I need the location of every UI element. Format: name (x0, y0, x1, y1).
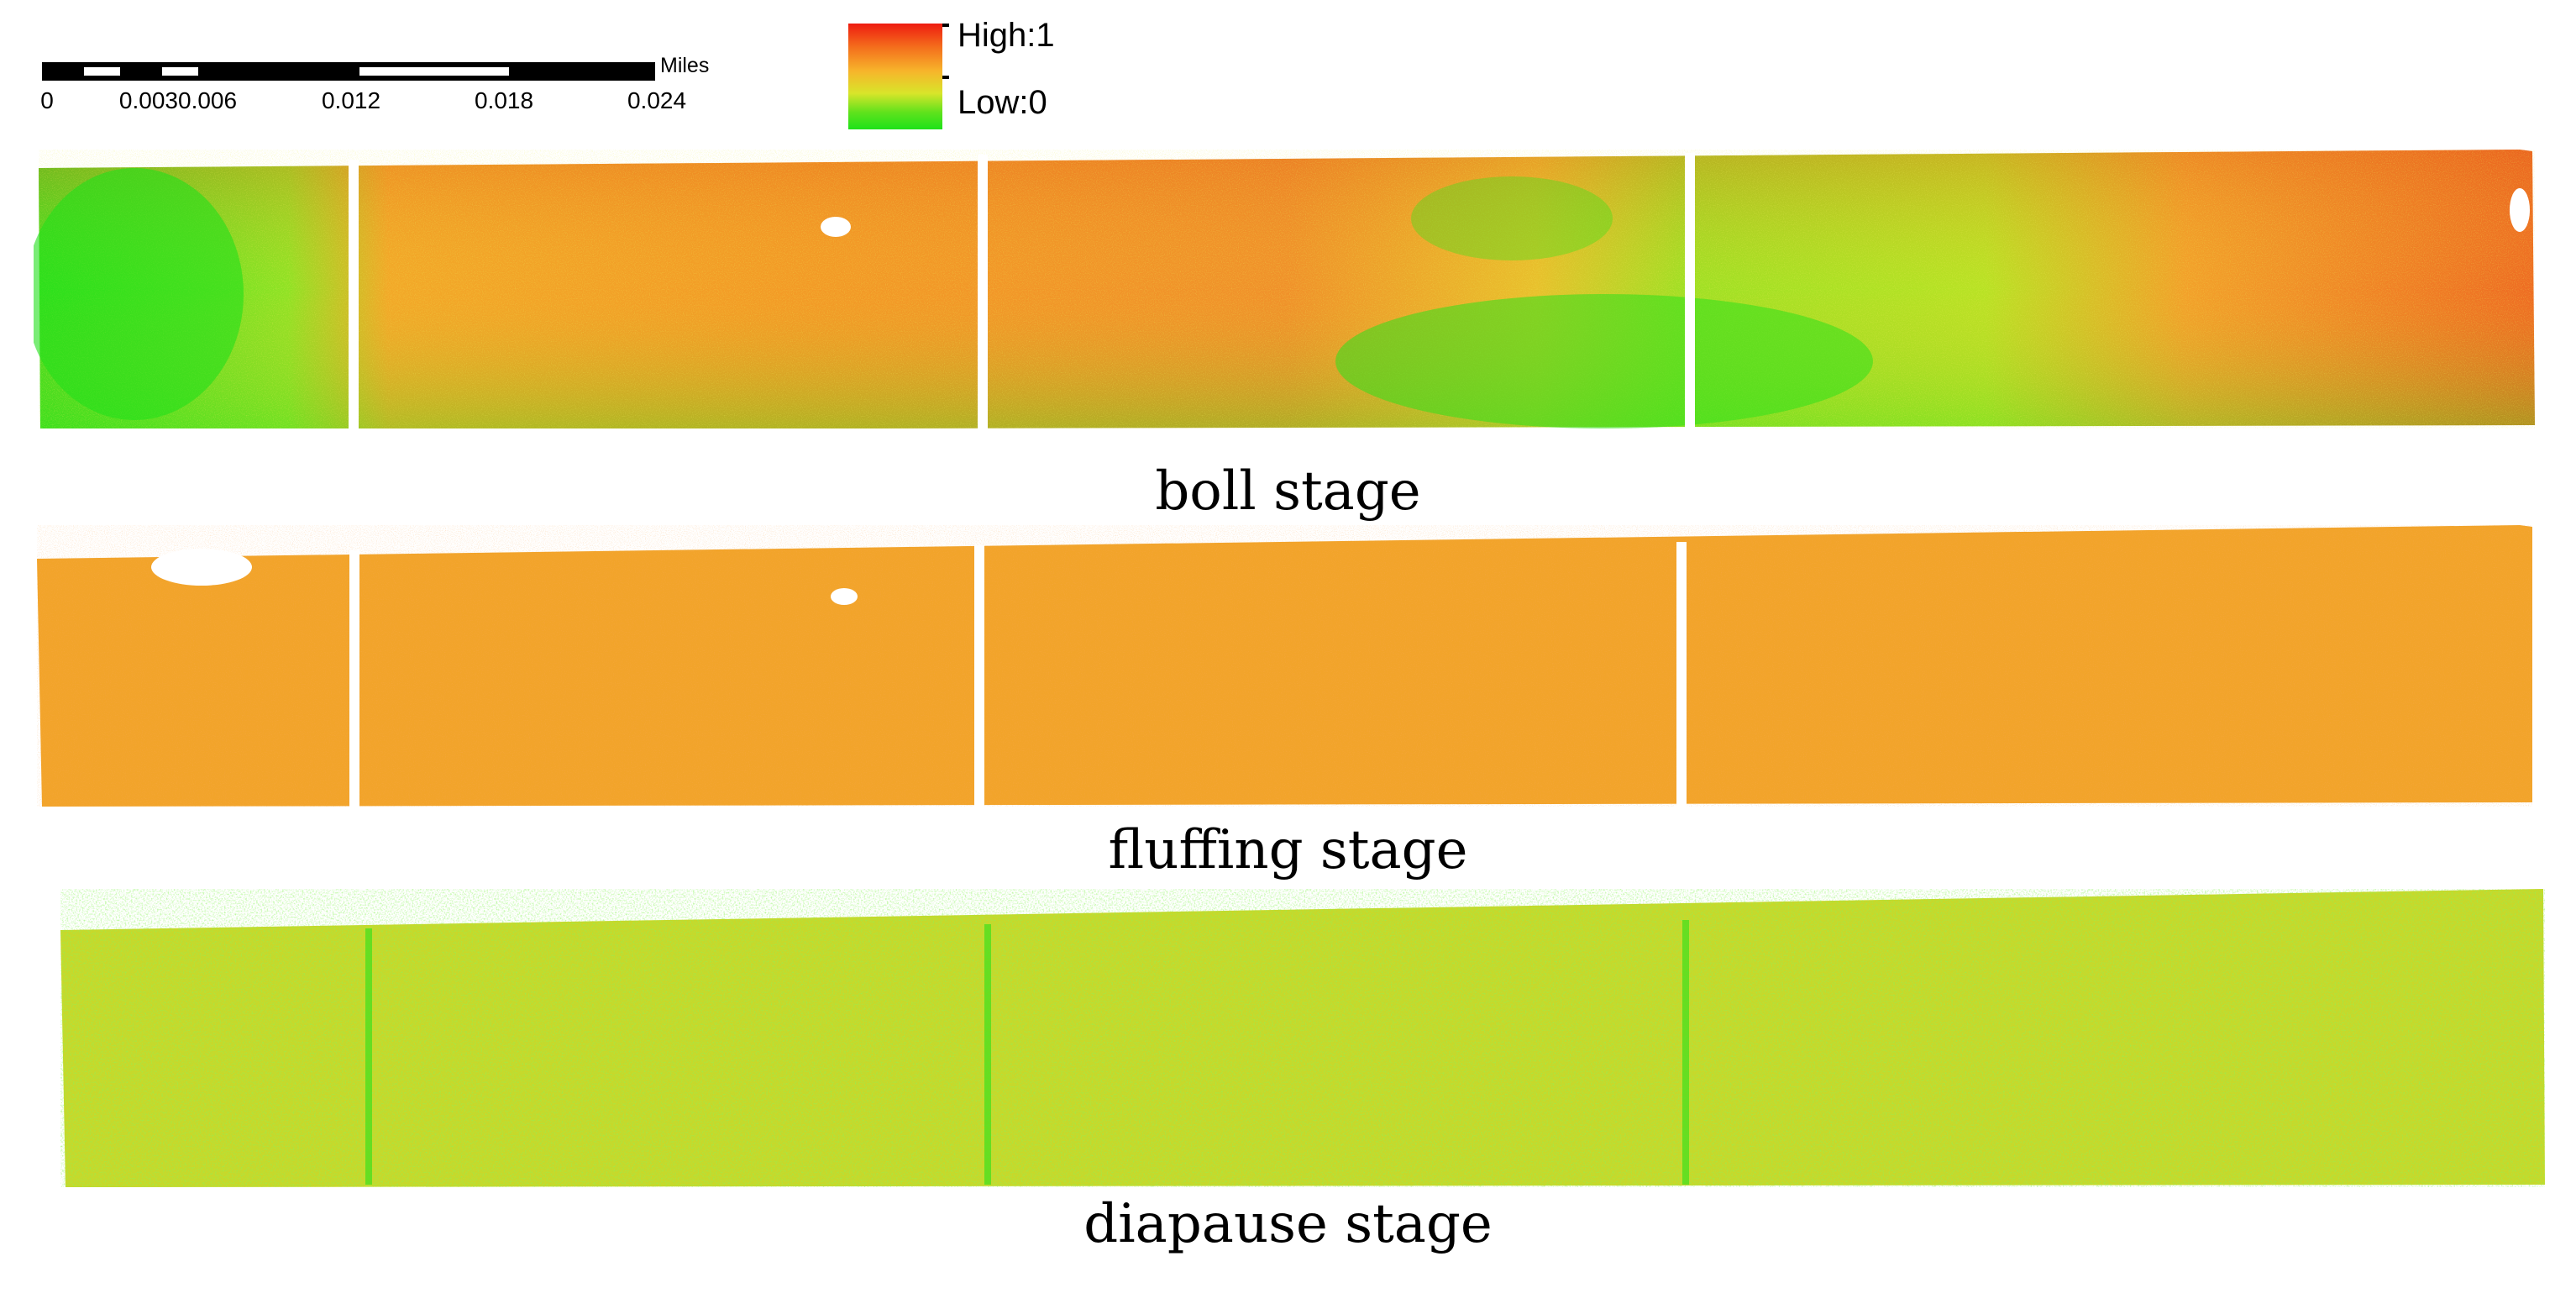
legend: High:1 Low:0 (848, 17, 1151, 133)
map-fluffing-stage (34, 525, 2545, 811)
scale-bar-segment (359, 67, 509, 76)
panel-label-boll: boll stage (1155, 460, 1421, 523)
panel-label-fluffing: fluffing stage (1108, 819, 1468, 881)
scale-bar-tick-label: 0.012 (321, 87, 381, 113)
scale-bar-tick-label: 0.024 (627, 87, 687, 113)
legend-low-label: Low:0 (957, 84, 1047, 121)
map-raster-fluffing (37, 525, 2532, 811)
panel-label-diapause: diapause stage (1083, 1193, 1493, 1255)
map-raster-boll (34, 150, 2535, 428)
legend-high-label: High:1 (957, 17, 1055, 54)
scale-bar: Miles 0 0.0030.006 0.012 0.018 0.024 (40, 54, 709, 163)
legend-tick (942, 24, 949, 27)
map-raster-diapause (60, 889, 2545, 1187)
map-diapause-stage (34, 886, 2553, 1189)
legend-color-ramp (848, 24, 942, 129)
scale-bar-tick-label: 0.0030.006 (118, 87, 238, 113)
scale-bar-tick-label: 0.018 (474, 87, 534, 113)
scale-bar-segment (84, 67, 120, 76)
scale-bar-units: Miles (660, 54, 710, 77)
map-boll-stage (34, 143, 2545, 428)
scale-bar-graphic (42, 62, 655, 81)
scale-bar-segment (162, 67, 198, 76)
legend-tick (942, 76, 949, 79)
scale-bar-tick-label: 0 (40, 87, 54, 113)
